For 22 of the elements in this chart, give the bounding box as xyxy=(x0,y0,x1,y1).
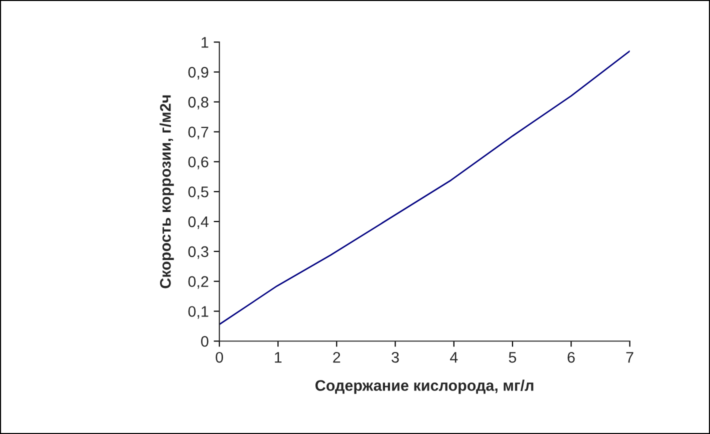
x-tick-label: 1 xyxy=(274,352,282,363)
y-tick-label: 0 xyxy=(201,336,208,347)
x-tick-label: 3 xyxy=(392,352,399,363)
y-tick-label: 0,9 xyxy=(188,66,208,80)
y-tick-label: 0,8 xyxy=(188,96,208,110)
x-tick-label: 6 xyxy=(568,352,575,363)
x-tick-label: 5 xyxy=(508,352,516,363)
y-tick-label: 0,7 xyxy=(188,126,208,140)
x-axis-title: Содержание кислорода, мг/л xyxy=(315,380,534,394)
x-tick-label: 0 xyxy=(216,352,224,363)
x-tick-label: 2 xyxy=(333,352,340,363)
y-tick-label: 1 xyxy=(202,37,208,48)
y-tick-label: 0,3 xyxy=(188,246,208,259)
y-tick-label: 0,4 xyxy=(188,216,209,230)
y-tick-label: 0,5 xyxy=(188,186,208,200)
y-tick-label: 0,1 xyxy=(188,306,208,319)
y-tick-label: 0,6 xyxy=(188,156,208,170)
y-axis-title: Скорость коррозии, г/м2ч xyxy=(160,95,174,288)
line-series xyxy=(219,50,630,326)
x-tick-label: 7 xyxy=(626,352,634,363)
y-tick-label: 0,2 xyxy=(188,276,208,289)
x-tick-label: 4 xyxy=(450,352,458,363)
